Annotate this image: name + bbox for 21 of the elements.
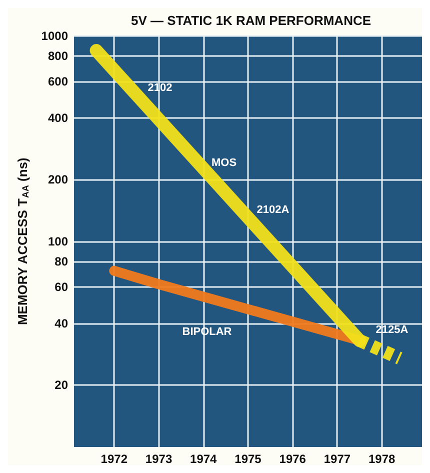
x-tick-label: 1972 xyxy=(100,452,128,466)
x-tick-label: 1978 xyxy=(368,452,396,466)
y-tick-label: 40 xyxy=(54,316,68,330)
x-tick-label: 1975 xyxy=(234,452,262,466)
y-tick-label: 200 xyxy=(48,172,68,187)
x-tick-label: 1977 xyxy=(324,452,351,466)
x-tick-label: 1973 xyxy=(145,452,172,466)
y-tick-label: 60 xyxy=(54,280,68,294)
chart-title: 5V — STATIC 1K RAM PERFORMANCE xyxy=(130,13,372,28)
y-tick-label: 100 xyxy=(48,234,68,248)
x-tick-label: 1974 xyxy=(190,452,218,466)
y-tick-label: 800 xyxy=(48,48,68,63)
series-label: MOS xyxy=(211,157,237,169)
y-tick-label: 400 xyxy=(48,110,68,125)
y-tick-label: 600 xyxy=(48,74,68,89)
annotation: 2102A xyxy=(256,204,290,216)
y-tick-label: 1000 xyxy=(41,29,68,43)
x-tick-label: 1976 xyxy=(279,452,306,466)
y-tick-label: 20 xyxy=(54,378,68,392)
y-axis-title: MEMORY ACCESS TAA (ns) xyxy=(15,158,30,326)
y-tick-label: 80 xyxy=(54,254,68,268)
